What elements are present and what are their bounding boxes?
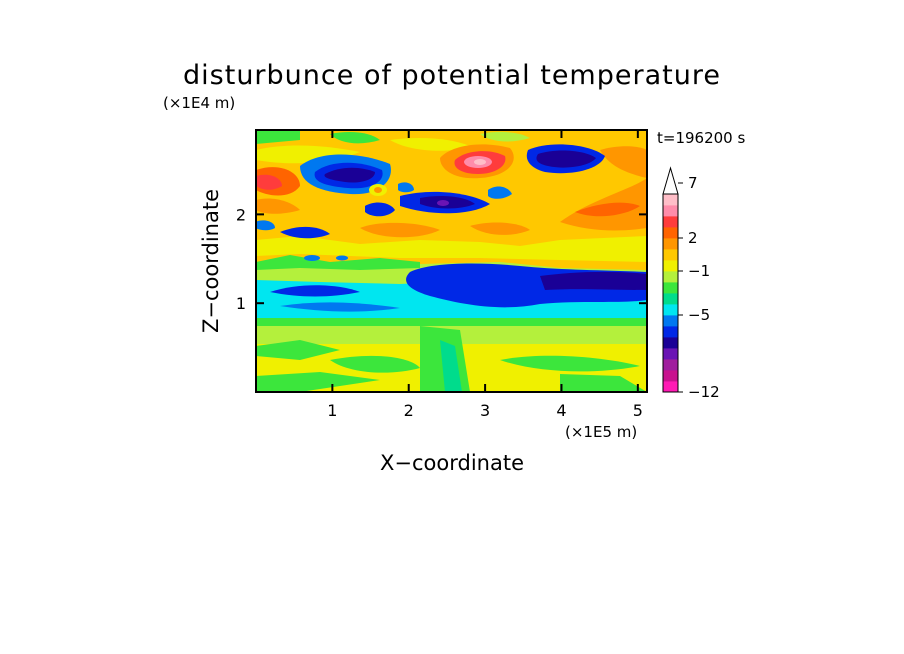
colorbar-extend-arrow — [662, 166, 679, 195]
colorbar-swatch — [663, 238, 678, 250]
contour-region — [256, 372, 380, 392]
contour-region — [540, 271, 647, 290]
x-tick-label: 3 — [480, 401, 490, 420]
contour-region — [600, 146, 647, 178]
colorbar-swatch — [663, 271, 678, 283]
y-axis-label: Z−coordinate — [199, 189, 223, 333]
time-label: t=196200 s — [657, 129, 745, 147]
colorbar-swatch — [663, 293, 678, 305]
contour-region — [330, 132, 380, 144]
x-tick-label: 1 — [327, 401, 337, 420]
colorbar-swatch — [663, 315, 678, 327]
colorbar-swatch — [663, 227, 678, 239]
contour-region — [360, 222, 440, 238]
contour-region — [437, 200, 449, 206]
x-tick-label: 4 — [556, 401, 566, 420]
contour-region — [474, 159, 486, 165]
contour-region — [365, 202, 395, 217]
y-tick-label: 1 — [236, 294, 246, 313]
contour-region — [256, 236, 647, 262]
colorbar-swatch — [663, 304, 678, 316]
x-axis-label: X−coordinate — [380, 451, 524, 475]
contour-region — [280, 226, 330, 239]
colorbar-tick-label: −12 — [688, 383, 720, 401]
plot-frame — [255, 129, 648, 393]
contour-region — [256, 174, 282, 190]
contour-region — [280, 302, 400, 312]
contour-region — [480, 131, 530, 142]
x-tick-label: 2 — [404, 401, 414, 420]
y-tick-label: 2 — [236, 205, 246, 224]
contour-region — [536, 150, 596, 168]
colorbar-swatch — [663, 348, 678, 360]
contour-region — [270, 285, 360, 297]
y-axis-ticks: 12 — [236, 205, 647, 313]
contour-region — [304, 255, 320, 261]
colorbar-swatch — [663, 194, 678, 206]
colorbar-swatch — [663, 370, 678, 382]
colorbar-swatch — [663, 282, 678, 294]
plot-field — [256, 130, 647, 392]
colorbar-swatch — [663, 249, 678, 261]
contour-region — [575, 202, 640, 217]
colorbar-swatch — [663, 359, 678, 371]
colorbar — [662, 166, 679, 393]
x-tick-label: 5 — [633, 401, 643, 420]
y-unit-label: (×1E4 m) — [163, 94, 235, 112]
colorbar-tick-label: 2 — [688, 229, 698, 247]
contour-region — [256, 130, 300, 144]
contour-region — [488, 186, 512, 199]
contour-region — [398, 182, 414, 193]
colorbar-tick-labels: −12−5−127 — [678, 174, 720, 401]
contour-region — [256, 318, 647, 326]
colorbar-swatch — [663, 260, 678, 272]
colorbar-swatch — [663, 381, 678, 393]
contour-region — [560, 374, 647, 392]
contour-region — [256, 198, 300, 214]
x-unit-label: (×1E5 m) — [565, 423, 637, 441]
contour-region — [330, 355, 420, 373]
colorbar-tick-label: 7 — [688, 174, 698, 192]
colorbar-swatch — [663, 337, 678, 349]
contour-region — [256, 220, 275, 231]
contour-region — [500, 355, 640, 372]
chart-title: disturbunce of potential temperature — [183, 60, 721, 91]
x-axis-ticks: 1 2 3 4 5 — [327, 130, 643, 420]
colorbar-tick-label: −5 — [688, 306, 710, 324]
contour-region — [336, 255, 348, 261]
colorbar-swatch — [663, 216, 678, 228]
contour-region — [256, 340, 340, 360]
contour-region — [470, 222, 530, 235]
contour-region — [374, 187, 382, 193]
contour-region — [390, 138, 470, 151]
contour-region — [440, 340, 462, 392]
colorbar-swatch — [663, 205, 678, 217]
colorbar-swatch — [663, 326, 678, 338]
contour-region — [324, 167, 375, 183]
colorbar-tick-label: −1 — [688, 262, 710, 280]
contour-region — [256, 255, 420, 270]
